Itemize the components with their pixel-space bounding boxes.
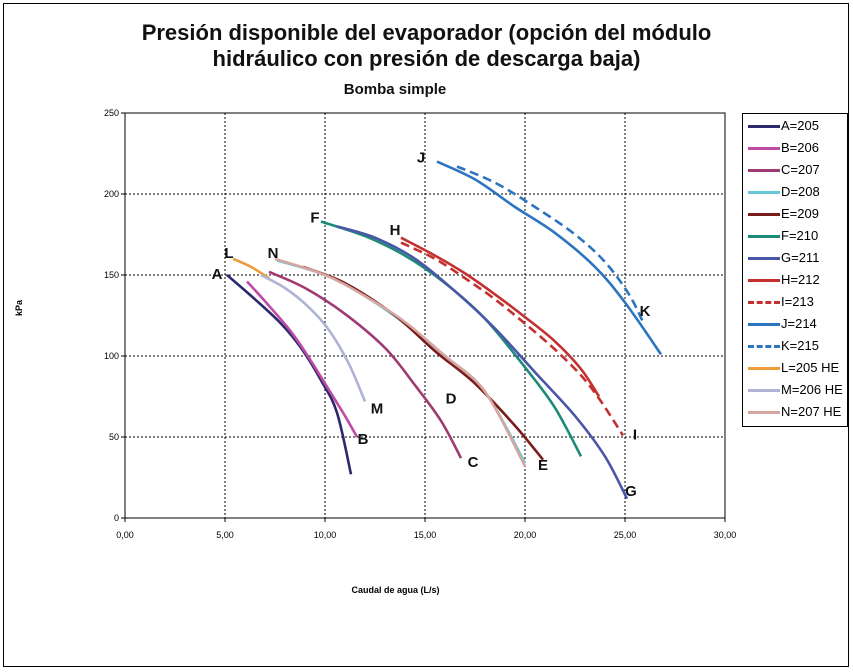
- legend-item: A=205: [743, 117, 847, 135]
- x-tick-label: 20,00: [514, 530, 537, 540]
- legend-label: B=206: [781, 140, 819, 155]
- legend-item: B=206: [743, 139, 847, 157]
- series-line-b: [246, 280, 359, 438]
- chart-title-line1: Presión disponible del evaporador (opció…: [141, 20, 712, 45]
- legend-swatch: [748, 323, 780, 326]
- legend-item: K=215: [743, 337, 847, 355]
- legend-item: N=207 HE: [743, 403, 847, 421]
- curve-label-f: F: [310, 209, 319, 226]
- x-tick-label: 5,00: [216, 530, 234, 540]
- curve-label-m: M: [371, 400, 384, 417]
- legend-label: A=205: [781, 118, 819, 133]
- curve-label-e: E: [538, 457, 548, 474]
- x-tick-label: 25,00: [614, 530, 637, 540]
- curve-label-a: A: [212, 266, 223, 283]
- legend-label: D=208: [781, 184, 820, 199]
- x-tick-label: 0,00: [116, 530, 134, 540]
- legend-swatch: [748, 191, 780, 194]
- legend-label: K=215: [781, 338, 819, 353]
- curve-label-n: N: [268, 245, 279, 262]
- curve-label-d: D: [446, 391, 457, 408]
- y-tick-label: 50: [109, 432, 119, 442]
- x-axis-label-wrap: Caudal de agua (L/s): [0, 585, 853, 595]
- legend-item: I=213: [743, 293, 847, 311]
- legend-swatch: [748, 411, 780, 414]
- series-line-i: [400, 241, 625, 437]
- legend-label: F=210: [781, 228, 819, 243]
- legend-swatch: [748, 125, 780, 128]
- legend-item: H=212: [743, 271, 847, 289]
- legend-label: N=207 HE: [781, 404, 842, 419]
- series-line-n: [274, 257, 527, 467]
- legend-swatch: [748, 213, 780, 216]
- chart-subtitle: Bomba simple: [343, 81, 447, 98]
- legend-label: C=207: [781, 162, 820, 177]
- x-tick-label: 10,00: [314, 530, 337, 540]
- x-tick-label: 30,00: [714, 530, 737, 540]
- chart-frame: [3, 3, 849, 667]
- y-tick-label: 100: [104, 351, 119, 361]
- legend-label: G=211: [781, 250, 820, 265]
- legend-swatch: [748, 301, 780, 304]
- legend-swatch: [748, 345, 780, 348]
- legend-item: J=214: [743, 315, 847, 333]
- legend-item: C=207: [743, 161, 847, 179]
- series-line-j: [436, 160, 663, 356]
- curve-label-i: I: [633, 426, 637, 443]
- curve-label-j: J: [417, 149, 425, 166]
- legend-label: M=206 HE: [781, 382, 843, 397]
- curve-label-g: G: [625, 483, 637, 500]
- y-tick-label: 0: [114, 513, 119, 523]
- legend-swatch: [748, 389, 780, 392]
- x-axis-label: Caudal de agua (L/s): [351, 585, 440, 595]
- curve-label-b: B: [358, 431, 369, 448]
- curve-label-k: K: [640, 303, 651, 320]
- y-tick-label: 250: [104, 108, 119, 118]
- series-line-h: [400, 236, 601, 398]
- legend-item: G=211: [743, 249, 847, 267]
- curve-label-h: H: [390, 222, 401, 239]
- series-line-g: [336, 225, 629, 500]
- legend-item: M=206 HE: [743, 381, 847, 399]
- legend-swatch: [748, 147, 780, 150]
- legend-item: L=205 HE: [743, 359, 847, 377]
- series-line-k: [456, 165, 645, 323]
- legend-label: L=205 HE: [781, 360, 840, 375]
- y-tick-label: 200: [104, 189, 119, 199]
- legend-label: I=213: [781, 294, 814, 309]
- curve-label-l: L: [224, 245, 233, 262]
- series-line-c: [268, 270, 463, 459]
- legend-label: E=209: [781, 206, 819, 221]
- chart-title-line2: hidráulico con presión de descarga baja): [212, 46, 641, 71]
- series-line-e: [302, 265, 545, 461]
- curve-label-c: C: [468, 454, 479, 471]
- legend-label: J=214: [781, 316, 817, 331]
- legend-swatch: [748, 169, 780, 172]
- legend-item: D=208: [743, 183, 847, 201]
- legend-swatch: [748, 257, 780, 260]
- series-line-m: [260, 273, 367, 402]
- chart-legend: A=205 B=206 C=207 D=208 E=209 F=210 G=211 H=212…: [742, 113, 848, 427]
- legend-item: E=209: [743, 205, 847, 223]
- legend-swatch: [748, 367, 780, 370]
- legend-swatch: [748, 279, 780, 282]
- legend-item: F=210: [743, 227, 847, 245]
- x-tick-label: 15,00: [414, 530, 437, 540]
- legend-swatch: [748, 235, 780, 238]
- legend-label: H=212: [781, 272, 820, 287]
- y-tick-label: 150: [104, 270, 119, 280]
